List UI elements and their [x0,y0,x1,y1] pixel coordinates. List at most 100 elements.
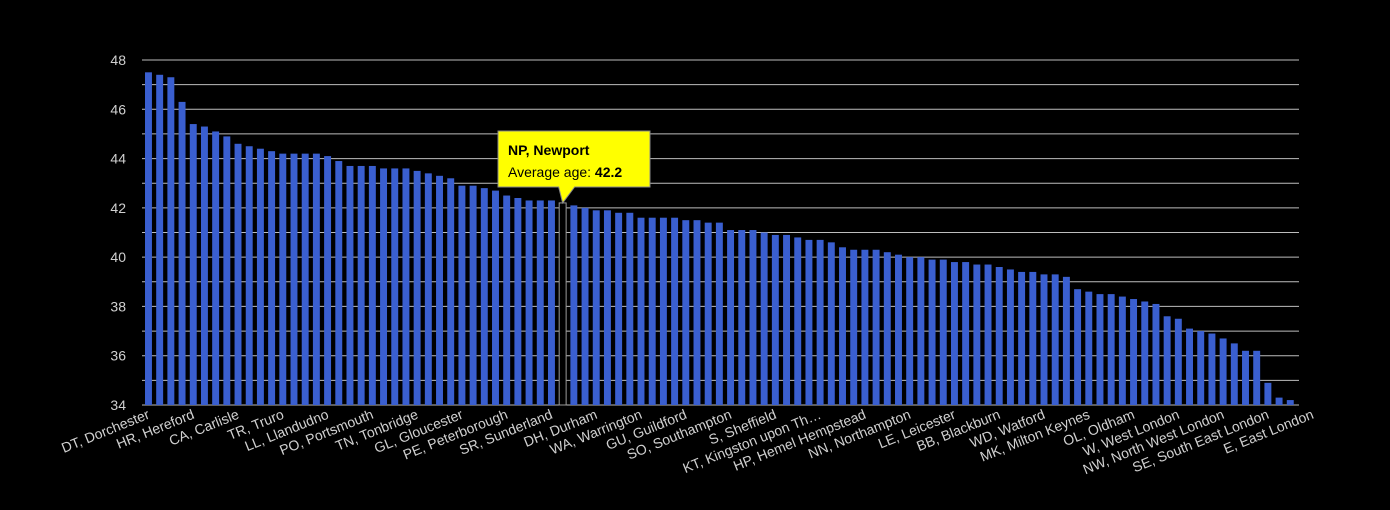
bar[interactable] [715,222,723,405]
bar[interactable] [1074,289,1082,405]
bar[interactable] [995,267,1003,405]
bar[interactable] [659,217,667,405]
bar[interactable] [1174,318,1182,405]
bar[interactable] [436,175,443,405]
bar[interactable] [189,124,197,405]
bar[interactable] [984,264,992,405]
bar[interactable] [738,230,746,405]
bar[interactable] [906,257,914,405]
bar[interactable] [368,165,376,405]
bar[interactable] [301,153,309,405]
bar[interactable] [1085,291,1093,405]
bar[interactable] [1163,316,1171,405]
bar[interactable] [312,153,320,405]
bar[interactable] [547,200,555,405]
bar[interactable] [167,77,175,405]
bar[interactable] [1286,400,1294,405]
bar[interactable] [816,239,824,405]
bar[interactable] [357,165,365,405]
bar[interactable] [447,178,455,405]
bar[interactable] [592,210,600,405]
bar[interactable] [917,257,925,405]
bar[interactable] [637,217,645,405]
bar[interactable] [469,185,477,405]
bar[interactable] [503,195,511,405]
bar[interactable] [671,217,679,405]
bar[interactable] [156,74,164,405]
bar[interactable] [492,190,499,405]
bar[interactable] [1264,382,1272,405]
bar[interactable] [928,259,936,405]
bar[interactable] [950,262,958,405]
bar[interactable] [850,249,858,405]
bar[interactable] [839,247,846,405]
bar[interactable] [324,156,332,405]
bar[interactable] [1141,301,1149,406]
bar[interactable] [234,143,242,406]
bar[interactable] [962,262,970,405]
bar[interactable] [1186,328,1193,405]
bar[interactable] [861,249,869,405]
bar[interactable] [200,126,208,405]
bar[interactable] [682,220,690,405]
bar[interactable] [1197,331,1205,405]
bar[interactable] [615,212,623,405]
bar[interactable] [279,153,287,405]
bar[interactable] [1040,274,1048,405]
bar[interactable] [805,239,813,405]
bar[interactable] [1230,343,1238,405]
bar[interactable] [380,168,388,405]
bar[interactable] [1062,276,1070,405]
bar[interactable] [1029,271,1037,405]
bar[interactable] [626,212,634,405]
bar[interactable] [178,101,186,405]
bar[interactable] [827,242,835,405]
bar[interactable] [1018,271,1026,405]
bar[interactable] [525,200,533,405]
bar[interactable] [783,234,791,405]
bar[interactable] [1208,333,1216,405]
bar[interactable] [704,222,712,405]
bar[interactable] [1242,350,1249,405]
bar[interactable] [939,259,947,405]
bar[interactable] [223,136,231,405]
bar[interactable] [693,220,701,405]
bar[interactable] [794,237,802,405]
bar-highlighted[interactable] [558,202,567,406]
bar[interactable] [581,207,589,405]
bar[interactable] [1051,274,1059,405]
bar[interactable] [245,146,253,405]
bar[interactable] [346,165,354,405]
bar[interactable] [212,131,220,405]
bar[interactable] [256,148,264,405]
bar[interactable] [1152,303,1160,405]
bar[interactable] [603,210,611,405]
bar[interactable] [727,230,735,405]
bar[interactable] [749,230,757,405]
bar[interactable] [1253,350,1261,405]
bar[interactable] [335,161,343,405]
bar[interactable] [1006,269,1014,405]
bar[interactable] [145,72,152,405]
bar[interactable] [391,168,399,405]
bar[interactable] [536,200,544,405]
bar[interactable] [402,168,410,405]
bar[interactable] [895,254,902,405]
bar[interactable] [458,185,466,405]
bar[interactable] [1275,397,1283,405]
bar[interactable] [1107,294,1115,405]
bar[interactable] [570,205,578,405]
bar[interactable] [883,252,891,405]
bar[interactable] [1118,296,1126,405]
bar[interactable] [1096,294,1104,405]
bar[interactable] [268,151,276,405]
bar[interactable] [1130,299,1138,405]
bar[interactable] [973,264,981,405]
bar[interactable] [514,198,522,405]
bar[interactable] [771,234,779,405]
bar[interactable] [648,217,656,405]
bar[interactable] [1219,338,1227,405]
bar[interactable] [413,170,421,405]
bar[interactable] [480,188,488,405]
bar[interactable] [872,249,880,405]
